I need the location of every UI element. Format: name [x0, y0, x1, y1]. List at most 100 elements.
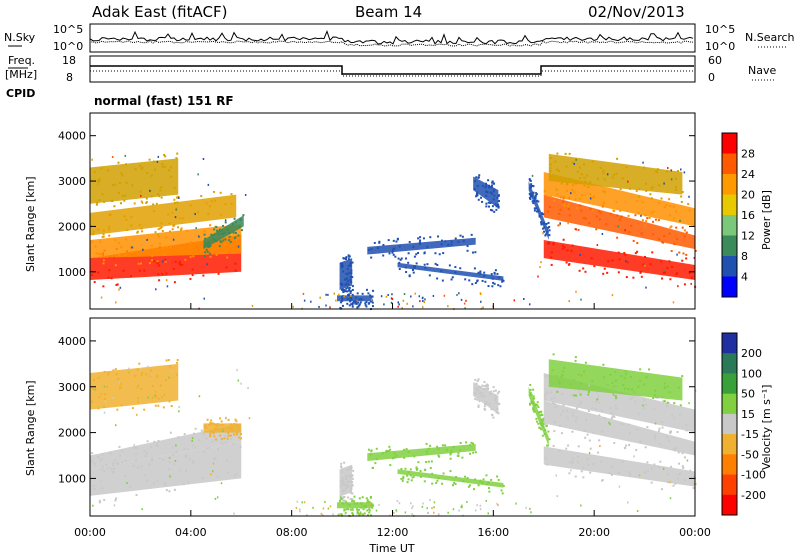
- velocity-echo-point: [478, 385, 481, 388]
- power-echo-point: [533, 209, 536, 212]
- power-scatter-point: [575, 290, 577, 293]
- power-echo-point: [156, 249, 159, 252]
- velocity-echo-point: [454, 476, 457, 479]
- power-echo-point: [188, 246, 191, 249]
- power-echo-point: [108, 269, 111, 272]
- velocity-echo-point: [341, 479, 344, 482]
- power-scatter-point: [464, 307, 466, 310]
- velocity-echo-point: [232, 443, 235, 446]
- velocity-echo-point: [105, 463, 108, 466]
- velocity-echo-point: [529, 391, 532, 394]
- velocity-echo-point: [628, 423, 631, 426]
- power-echo-point: [579, 204, 582, 207]
- velocity-echo-point: [654, 437, 657, 440]
- power-echo-point: [473, 267, 476, 270]
- velocity-echo-point: [208, 446, 211, 449]
- velocity-echo-point: [361, 496, 364, 499]
- velocity-echo-point: [356, 512, 359, 515]
- power-echo-point: [538, 214, 541, 217]
- colorbar-segment: [722, 256, 737, 277]
- power-echo-point: [184, 258, 187, 261]
- velocity-echo-point: [454, 483, 457, 486]
- velocity-echo-point: [235, 432, 238, 435]
- velocity-echo-point: [98, 501, 101, 504]
- power-echo-point: [492, 190, 495, 193]
- power-echo-point: [367, 248, 370, 251]
- power-scatter-point: [460, 298, 463, 301]
- ytick-label: 4000: [58, 335, 86, 348]
- velocity-echo-point: [233, 422, 236, 425]
- velocity-echo-point: [347, 508, 350, 511]
- power-echo-point: [169, 230, 172, 233]
- power-echo-point: [157, 273, 160, 276]
- velocity-echo-point: [613, 415, 616, 418]
- power-echo-point: [571, 184, 574, 187]
- velocity-echo-point: [637, 385, 640, 388]
- power-echo-point: [529, 193, 532, 196]
- power-echo-point: [549, 157, 552, 160]
- velocity-scatter-point: [556, 495, 559, 498]
- power-echo-point: [556, 152, 559, 155]
- power-echo-point: [91, 273, 94, 276]
- power-echo-point: [153, 260, 156, 263]
- power-echo-point: [501, 279, 504, 282]
- power-echo-point: [473, 188, 476, 191]
- velocity-echo-point: [498, 390, 501, 393]
- velocity-echo-point: [549, 391, 552, 394]
- power-echo-point: [586, 174, 589, 177]
- power-bands: [90, 152, 697, 311]
- power-echo-point: [179, 228, 182, 231]
- velocity-echo-point: [583, 429, 586, 432]
- velocity-echo-point: [419, 475, 422, 478]
- velocity-echo-point: [155, 395, 158, 398]
- velocity-echo-point: [497, 478, 500, 481]
- power-echo-point: [592, 196, 595, 199]
- velocity-echo-point: [346, 502, 349, 505]
- power-echo-point: [348, 271, 351, 274]
- velocity-echo-point: [666, 473, 669, 476]
- velocity-echo-point: [677, 462, 680, 465]
- power-echo-point: [672, 205, 675, 208]
- velocity-echo-point: [544, 374, 547, 377]
- power-echo-point: [349, 264, 352, 267]
- power-echo-point: [632, 276, 635, 279]
- velocity-echo-point: [92, 387, 95, 390]
- velocity-echo-point: [676, 477, 679, 480]
- power-echo-point: [159, 242, 162, 245]
- power-echo-point: [444, 240, 447, 243]
- velocity-echo-point: [219, 434, 222, 437]
- power-scatter-point: [224, 219, 227, 222]
- power-echo-point: [234, 269, 237, 272]
- power-echo-point: [371, 305, 374, 308]
- power-scatter-point: [482, 306, 484, 309]
- power-echo-point: [169, 166, 172, 169]
- power-echo-point: [466, 245, 469, 248]
- power-echo-point: [234, 231, 237, 234]
- power-echo-point: [351, 285, 354, 288]
- velocity-scatter-point: [411, 513, 413, 516]
- velocity-echo-point: [532, 406, 535, 409]
- power-echo-point: [621, 177, 624, 180]
- power-echo-point: [489, 208, 492, 211]
- velocity-echo-point: [395, 454, 398, 457]
- velocity-echo-point: [577, 455, 580, 458]
- velocity-echo-point: [621, 423, 624, 426]
- velocity-echo-point: [457, 452, 460, 455]
- velocity-echo-point: [103, 498, 106, 501]
- power-scatter-point: [165, 279, 168, 282]
- power-echo-point: [616, 157, 619, 160]
- velocity-echo-point: [235, 423, 238, 426]
- power-echo-point: [694, 249, 697, 252]
- power-scatter-point: [206, 263, 208, 266]
- velocity-echo-point: [662, 400, 665, 403]
- power-scatter-point: [402, 299, 405, 302]
- power-echo-point: [217, 233, 220, 236]
- power-echo-point: [602, 203, 605, 206]
- velocity-scatter-point: [320, 512, 323, 515]
- power-echo-point: [173, 281, 176, 284]
- power-echo-point: [111, 200, 114, 203]
- power-scatter-point: [356, 300, 359, 303]
- power-scatter-point: [537, 275, 539, 278]
- colorbar-tick-label: -100: [741, 469, 766, 482]
